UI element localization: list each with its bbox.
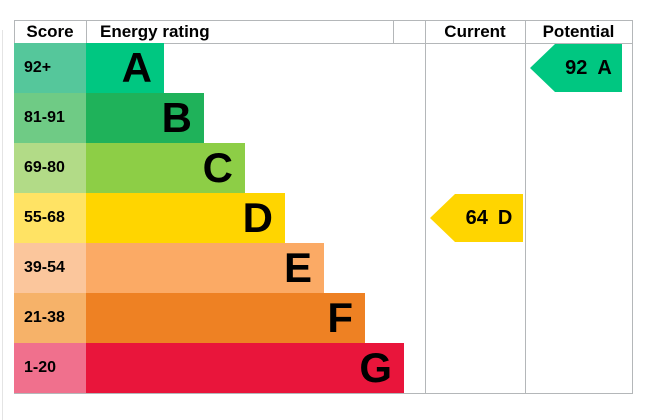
band-row-b: 81-91 B <box>14 93 633 143</box>
potential-rating-band: A <box>597 56 612 79</box>
rating-bar-d: D <box>86 193 285 243</box>
band-letter-c: C <box>202 144 233 191</box>
grid-current-left-divider <box>425 20 426 394</box>
grid-left-header-border <box>14 20 15 43</box>
grid-current-right-divider <box>525 20 526 394</box>
score-range-g: 1-20 <box>14 343 86 393</box>
grid-score-divider <box>86 20 87 43</box>
score-range-b: 81-91 <box>14 93 86 143</box>
grid-bottom-line <box>14 393 633 394</box>
score-range-d: 55-68 <box>14 193 86 243</box>
band-letter-a: A <box>121 44 152 91</box>
score-range-f: 21-38 <box>14 293 86 343</box>
rating-bar-f: F <box>86 293 365 343</box>
current-rating-value: 64 <box>465 206 488 229</box>
rating-bar-b: B <box>86 93 204 143</box>
rating-bar-g: G <box>86 343 404 393</box>
potential-column-header: Potential <box>542 22 615 41</box>
energy-rating-column-header: Energy rating <box>100 22 210 41</box>
band-letter-e: E <box>283 244 312 291</box>
current-rating-band: D <box>497 206 513 229</box>
grid-right-border <box>632 20 633 394</box>
score-range-c: 69-80 <box>14 143 86 193</box>
score-range-e: 39-54 <box>14 243 86 293</box>
band-letter-f: F <box>327 294 353 341</box>
band-letter-b: B <box>161 94 192 141</box>
rating-bar-c: C <box>86 143 245 193</box>
band-row-e: 39-54 E <box>14 243 633 293</box>
band-row-g: 1-20 G <box>14 343 633 393</box>
grid-top-line <box>14 20 633 21</box>
current-column-header: Current <box>444 22 506 41</box>
page-edge-line <box>2 30 3 420</box>
band-row-a: 92+ A <box>14 43 633 93</box>
potential-rating-value: 92 <box>565 56 588 79</box>
band-row-f: 21-38 F <box>14 293 633 343</box>
score-range-a: 92+ <box>14 43 86 93</box>
score-column-header: Score <box>26 22 74 41</box>
band-letter-d: D <box>242 194 273 241</box>
grid-header-underline <box>14 43 633 44</box>
rating-bar-a: A <box>86 43 164 93</box>
grid-rating-end-divider <box>393 20 394 43</box>
band-row-d: 55-68 D <box>14 193 633 243</box>
rating-bar-e: E <box>86 243 324 293</box>
band-row-c: 69-80 C <box>14 143 633 193</box>
band-letter-g: G <box>359 344 392 391</box>
